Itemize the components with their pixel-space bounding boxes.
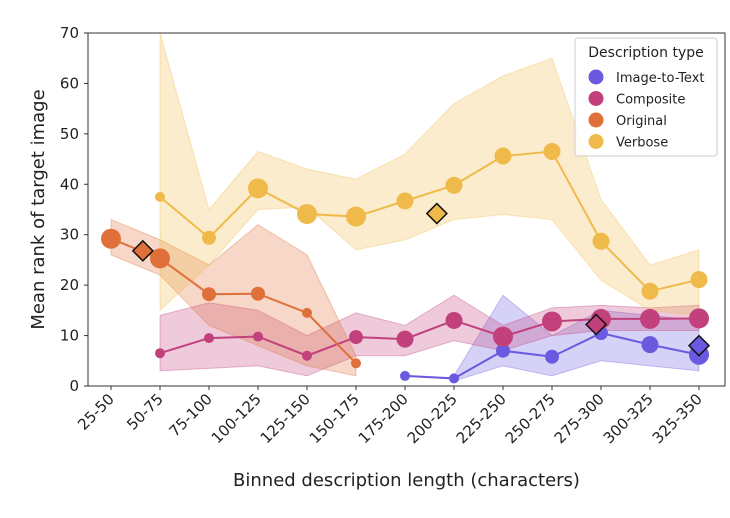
x-tick-label: 25-50 — [74, 390, 118, 434]
image-to-text-point — [496, 343, 510, 358]
composite-point — [396, 330, 414, 348]
legend-box — [574, 37, 718, 157]
legend-items: Image-to-Text Composite Original Verbose — [588, 69, 705, 151]
legend-swatch-verbose — [588, 134, 604, 149]
original-band — [110, 218, 357, 377]
legend-label-composite: Composite — [616, 93, 685, 108]
composite-point — [493, 326, 513, 347]
original-point — [150, 248, 170, 269]
verbose-point — [543, 143, 561, 161]
original-point — [101, 228, 121, 249]
legend-swatch-image-to-text — [588, 69, 604, 85]
x-tick-label: 50-75 — [123, 390, 167, 434]
x-tick-label: 175-200 — [355, 390, 412, 447]
x-axis-title: Binned description length (characters) — [233, 470, 580, 491]
verbose-point — [445, 176, 463, 194]
original-point — [351, 358, 361, 369]
legend-label-image-to-text: Image-to-Text — [616, 71, 705, 86]
image-to-text-band — [453, 294, 700, 382]
x-tick-label: 275-300 — [551, 390, 608, 447]
y-tick-label: 30 — [60, 226, 79, 244]
x-tick-label: 300-325 — [600, 390, 657, 447]
composite-point — [542, 311, 562, 332]
image-to-text-point — [641, 336, 659, 354]
legend-swatch-composite — [588, 91, 604, 106]
composite-point — [445, 311, 463, 329]
legend: Description type Image-to-Text Composite O… — [574, 37, 718, 157]
mean-markers-layer — [131, 202, 711, 357]
plot-frame — [87, 32, 726, 387]
composite-point — [640, 308, 660, 329]
verbose-point — [690, 271, 708, 289]
original-point — [202, 287, 216, 302]
legend-label-original: Original — [616, 114, 667, 129]
image-to-text-point — [400, 370, 410, 381]
y-tick-label: 0 — [69, 377, 79, 395]
original-point — [251, 286, 265, 301]
y-tick-label: 10 — [60, 327, 79, 345]
verbose-point — [494, 147, 512, 165]
composite-point — [349, 330, 363, 345]
composite-point — [155, 348, 165, 359]
y-axis-title: Mean rank of target image — [28, 89, 49, 329]
composite-point — [204, 333, 214, 344]
x-tick-label: 125-150 — [257, 390, 314, 447]
verbose-point — [346, 206, 366, 227]
verbose-point — [396, 192, 414, 210]
y-tick-label: 70 — [60, 24, 79, 42]
x-tick-label: 100-125 — [208, 390, 265, 447]
composite-mean-marker — [585, 313, 608, 336]
composite-point — [689, 308, 709, 329]
y-tick-label: 50 — [60, 125, 79, 143]
original-mean-marker — [131, 239, 154, 262]
legend-title: Description type — [588, 45, 703, 61]
x-tick-label: 325-350 — [649, 390, 706, 447]
verbose-mean-marker — [425, 202, 448, 225]
image-to-text-point — [545, 349, 559, 364]
original-point — [302, 307, 312, 318]
confidence-bands-layer — [110, 32, 700, 382]
composite-point — [302, 350, 312, 361]
verbose-point — [155, 191, 165, 202]
image-to-text-point — [449, 373, 459, 384]
verbose-point — [202, 230, 216, 245]
x-tick-label: 150-175 — [306, 390, 363, 447]
y-tick-label: 20 — [60, 276, 79, 294]
x-tick-label: 200-225 — [404, 390, 461, 447]
verbose-point — [641, 282, 659, 300]
composite-band — [159, 294, 700, 377]
x-tick-label: 250-275 — [502, 390, 559, 447]
legend-label-verbose: Verbose — [616, 136, 668, 151]
verbose-point — [592, 232, 610, 250]
y-tick-label: 60 — [60, 74, 79, 92]
composite-point — [253, 331, 263, 342]
image-to-text-mean-marker — [687, 334, 711, 357]
verbose-point — [297, 204, 317, 225]
verbose-line — [159, 150, 700, 293]
legend-swatch-original — [588, 112, 604, 128]
verbose-point — [248, 178, 268, 199]
y-tick-label: 40 — [60, 175, 79, 193]
x-tick-label: 225-250 — [453, 390, 510, 447]
